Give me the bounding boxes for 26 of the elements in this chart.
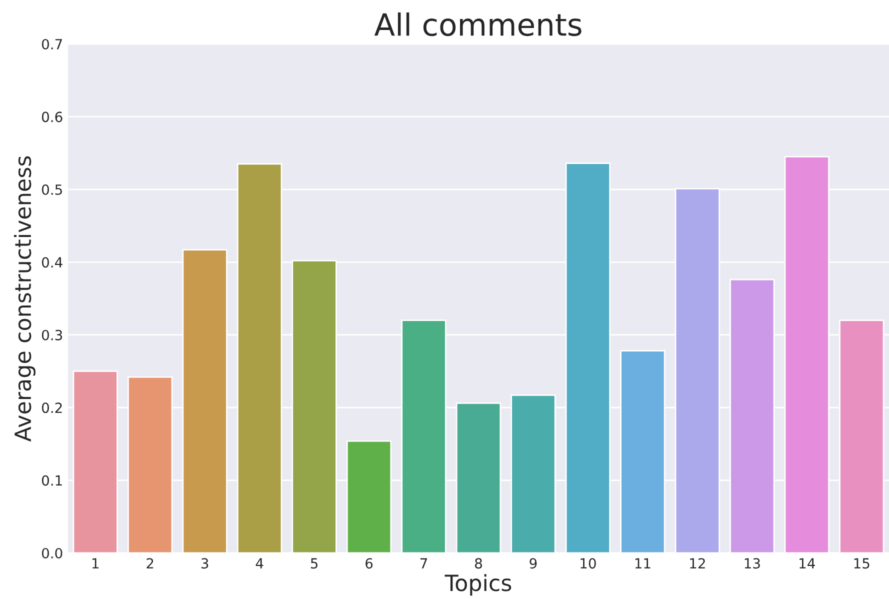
y-tick-label: 0.7: [42, 38, 62, 50]
y-tick-label: 0.4: [42, 257, 62, 268]
x-axis-title: Topics: [444, 574, 512, 596]
y-tick-label: 0.5: [42, 184, 62, 195]
y-tick-label: 0.6: [42, 112, 62, 122]
x-tick-label: 2: [146, 558, 154, 568]
chart-title: All comments: [374, 12, 582, 36]
x-tick-label: 11: [635, 558, 650, 568]
y-tick-label: 0.3: [42, 330, 62, 340]
x-tick-label: 14: [800, 558, 815, 568]
x-tick-label: 10: [580, 558, 596, 569]
y-tick-label: 0.1: [42, 475, 62, 486]
x-tick-label: 8: [475, 558, 482, 569]
x-tick-label: 5: [310, 558, 318, 569]
x-tick-label: 12: [690, 558, 705, 568]
y-axis-title: Average constructiveness: [14, 156, 36, 442]
x-tick-label: 9: [530, 558, 537, 569]
x-tick-label: 15: [854, 558, 870, 569]
x-tick-label: 4: [256, 558, 264, 568]
x-tick-label: 3: [201, 558, 208, 569]
y-tick-label: 0.2: [42, 402, 62, 414]
x-tick-label: 13: [744, 558, 760, 569]
y-tick-label: 0.0: [42, 548, 62, 558]
x-tick-label: 6: [366, 558, 373, 569]
x-tick-label: 1: [92, 558, 99, 568]
x-tick-label: 7: [420, 558, 427, 568]
